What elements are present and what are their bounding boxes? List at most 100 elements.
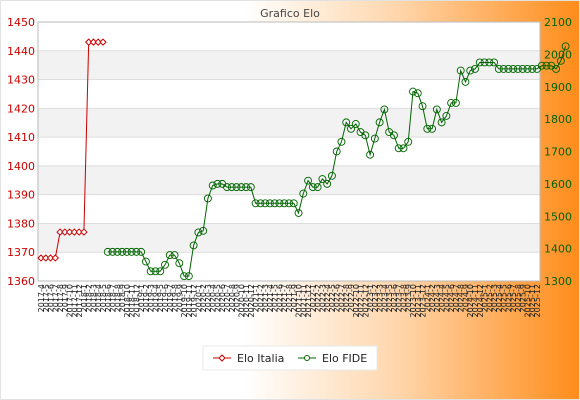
left-tick-label: 1380 (7, 217, 35, 230)
x-tick-label: 2023-5 (385, 284, 394, 312)
x-tick-label: 2018-2 (85, 284, 94, 312)
x-tick-label: 2018-5 (99, 284, 108, 312)
data-point-elo-fide (451, 98, 460, 107)
data-point-elo-fide (275, 199, 284, 208)
data-point-elo-fide (437, 118, 446, 127)
x-tick-label: 2023-3 (376, 284, 385, 312)
left-tick-label: 1360 (7, 275, 35, 288)
data-point-elo-fide (175, 259, 184, 268)
x-tick-label: 2017-7 (51, 284, 60, 312)
right-tick-label: 1400 (544, 243, 572, 256)
grid-band (38, 108, 540, 138)
x-tick-label: 2020-5 (213, 284, 222, 312)
data-point-elo-fide (103, 247, 112, 256)
data-point-elo-fide (108, 247, 117, 256)
left-axis: 1360 1370 1380 1390 1400 1410 1420 1430 1440 1450 (7, 16, 35, 288)
x-tick-label: 2025-6 (504, 284, 513, 312)
x-tick-label: 2024-2 (428, 284, 437, 312)
data-point-elo-fide (327, 171, 336, 180)
data-point-elo-italia (70, 228, 79, 236)
x-tick-label: 2024-6 (447, 284, 456, 312)
data-point-elo-fide (490, 58, 499, 67)
x-tick-label: 2021-3 (261, 284, 270, 312)
plot-frame (37, 21, 541, 282)
data-point-elo-fide (313, 183, 322, 192)
x-tick-label: 2021-9 (290, 284, 299, 312)
data-point-elo-fide (270, 199, 279, 208)
data-point-elo-fide (509, 64, 518, 73)
legend-item-elo-fide: Elo FIDE (298, 352, 367, 365)
data-point-elo-fide (370, 134, 379, 143)
legend-marker-elo-italia (218, 354, 226, 362)
x-tick-label: 2019-2 (142, 284, 151, 312)
data-point-elo-fide (161, 260, 169, 269)
x-tick-label: 2018-12 (132, 284, 141, 317)
data-point-elo-fide (184, 272, 193, 281)
legend-item-elo-italia: Elo Italia (213, 352, 284, 365)
x-tick-label: 2017-12 (75, 284, 84, 317)
x-tick-label: 2017-11 (70, 284, 79, 317)
left-tick-label: 1390 (7, 189, 35, 202)
data-point-elo-fide (413, 89, 422, 98)
x-tick-label: 2019-10 (180, 284, 189, 317)
x-tick-label: 2024-12 (476, 284, 485, 317)
right-tick-label: 2100 (544, 16, 572, 29)
x-tick-label: 2021-7 (280, 284, 289, 312)
data-point-elo-fide (189, 241, 198, 250)
x-tick-label: 2020-3 (204, 284, 213, 312)
data-point-elo-fide (127, 247, 136, 256)
x-tick-label: 2025-2 (485, 284, 494, 312)
data-point-elo-fide (232, 183, 241, 192)
x-tick-label: 2023-8 (399, 284, 408, 312)
data-point-elo-fide (442, 111, 451, 120)
x-tick-label: 2020-8 (228, 284, 237, 312)
data-point-elo-fide (499, 64, 508, 73)
data-point-elo-fide (280, 199, 289, 208)
data-point-elo-fide (561, 42, 570, 51)
data-point-elo-italia (51, 254, 60, 262)
data-point-elo-fide (246, 183, 255, 192)
data-point-elo-fide (428, 124, 437, 133)
data-point-elo-fide (151, 267, 160, 276)
data-point-elo-fide (456, 66, 465, 75)
data-point-elo-fide (389, 131, 398, 140)
data-point-elo-fide (361, 131, 370, 140)
x-tick-label: 2023-10 (409, 284, 418, 317)
x-tick-label: 2021-10 (295, 284, 304, 317)
data-point-elo-italia (94, 38, 102, 46)
data-point-elo-fide (394, 144, 403, 153)
left-tick-label: 1430 (7, 74, 35, 87)
data-point-elo-fide (447, 98, 456, 107)
x-tick-label: 2017-4 (37, 284, 46, 312)
x-tick-label: 2023-2 (371, 284, 380, 312)
data-point-elo-italia (56, 228, 64, 236)
x-tick-label: 2023-1 (366, 284, 375, 312)
x-tick-label: 2019-8 (171, 284, 180, 312)
data-point-elo-fide (294, 209, 303, 217)
legend-box (202, 345, 378, 371)
x-tick-label: 2024-4 (438, 284, 447, 312)
data-point-elo-fide (461, 77, 470, 86)
x-tick-label: 2025-5 (500, 284, 509, 312)
right-tick-label: 1300 (544, 275, 572, 288)
x-tick-label: 2021-4 (266, 284, 275, 312)
data-point-elo-fide (409, 87, 417, 96)
data-point-elo-fide (380, 105, 389, 114)
data-point-elo-fide (342, 118, 351, 127)
data-point-elo-fide (475, 58, 484, 67)
x-tick-label: 2020-7 (223, 284, 232, 312)
data-point-elo-fide (165, 251, 174, 260)
data-point-elo-fide (122, 247, 131, 256)
data-point-elo-fide (423, 124, 432, 133)
data-point-elo-fide (132, 247, 141, 256)
plot-area (37, 21, 541, 282)
x-tick-label: 2020-9 (233, 284, 242, 312)
x-tick-label: 2019-1 (137, 284, 146, 312)
data-point-elo-italia (80, 228, 88, 236)
data-point-elo-fide (480, 58, 489, 67)
x-tick-label: 2019-3 (147, 284, 156, 312)
data-point-elo-fide (323, 179, 332, 188)
data-point-elo-fide (318, 175, 327, 183)
legend-label-elo-fide: Elo FIDE (322, 352, 367, 365)
